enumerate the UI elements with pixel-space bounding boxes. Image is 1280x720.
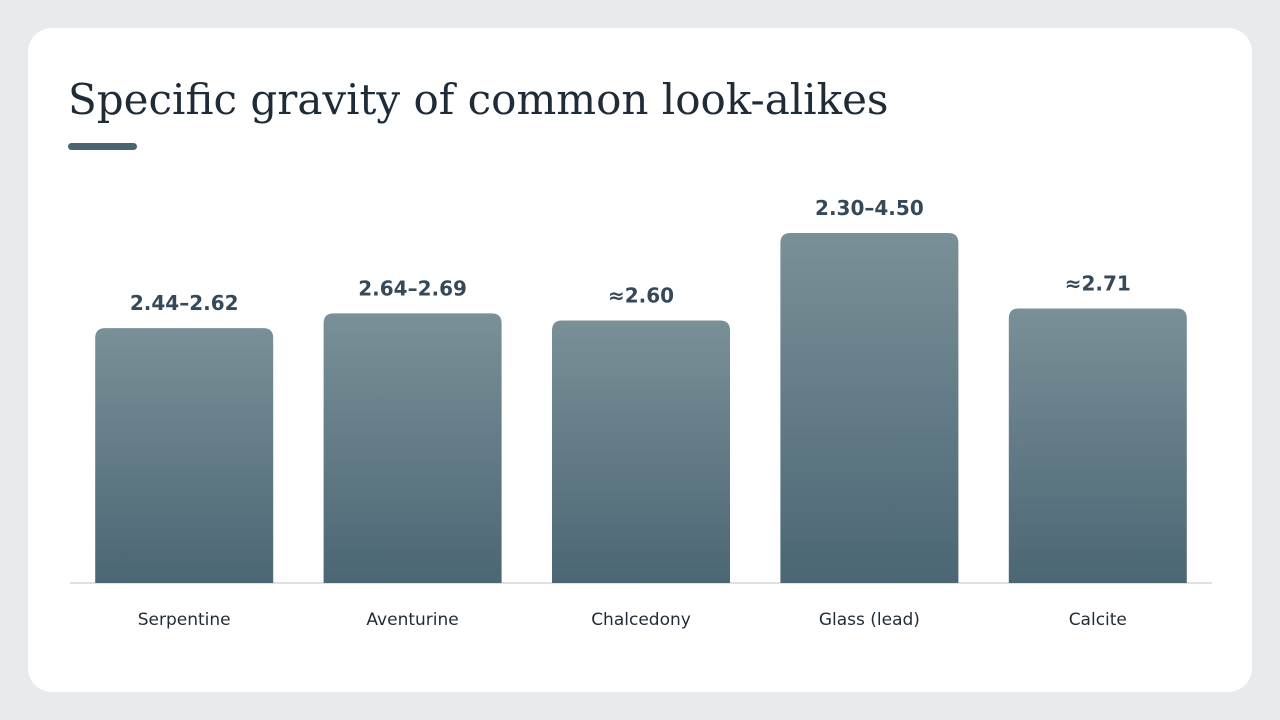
value-label: 2.64–2.69 — [358, 276, 467, 300]
x-tick-label: Chalcedony — [591, 610, 691, 630]
bar — [1008, 308, 1187, 583]
x-tick-label: Serpentine — [138, 610, 231, 630]
chart-title: Specific gravity of common look-alikes — [68, 75, 888, 124]
x-tick-label: Calcite — [1069, 610, 1127, 630]
value-label: 2.30–4.50 — [815, 196, 924, 220]
bar — [780, 233, 959, 583]
title-accent — [68, 143, 137, 150]
value-label: 2.44–2.62 — [130, 291, 239, 315]
bar — [95, 328, 274, 583]
value-label: ≈2.60 — [608, 284, 674, 308]
bar — [323, 313, 502, 583]
x-tick-label: Aventurine — [366, 610, 458, 630]
value-label: ≈2.71 — [1065, 271, 1131, 295]
x-tick-label: Glass (lead) — [819, 610, 920, 630]
bar — [552, 320, 730, 583]
